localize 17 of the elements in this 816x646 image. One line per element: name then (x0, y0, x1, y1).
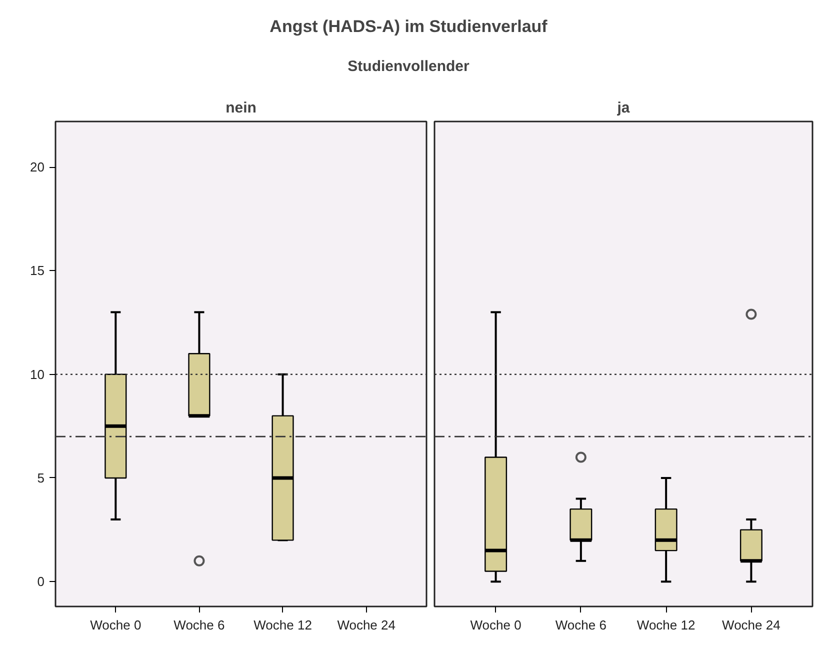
y-tick-label: 20 (30, 160, 45, 175)
x-tick-label: Woche 12 (254, 618, 312, 632)
text: Angst (HADS-A) im Studienverlauf (270, 16, 548, 36)
x-tick-label: Woche 24 (722, 618, 780, 632)
y-tick-label: 5 (37, 470, 45, 486)
x-tick-label: Woche 0 (470, 618, 522, 632)
x-tick-label: Woche 0 (90, 618, 142, 632)
text: Studienvollender (348, 58, 470, 76)
chart-title: ja (616, 100, 630, 116)
chart-title: nein (226, 100, 256, 116)
x-tick-label: Woche 24 (337, 618, 396, 632)
y-tick-label: 10 (30, 366, 45, 382)
x-tick-label: Woche 6 (174, 618, 225, 632)
x-tick-label: Woche 6 (555, 618, 606, 632)
y-tick-label: 15 (30, 263, 45, 278)
y-tick-label: 0 (37, 574, 45, 590)
x-tick-label: Woche 12 (636, 618, 696, 632)
